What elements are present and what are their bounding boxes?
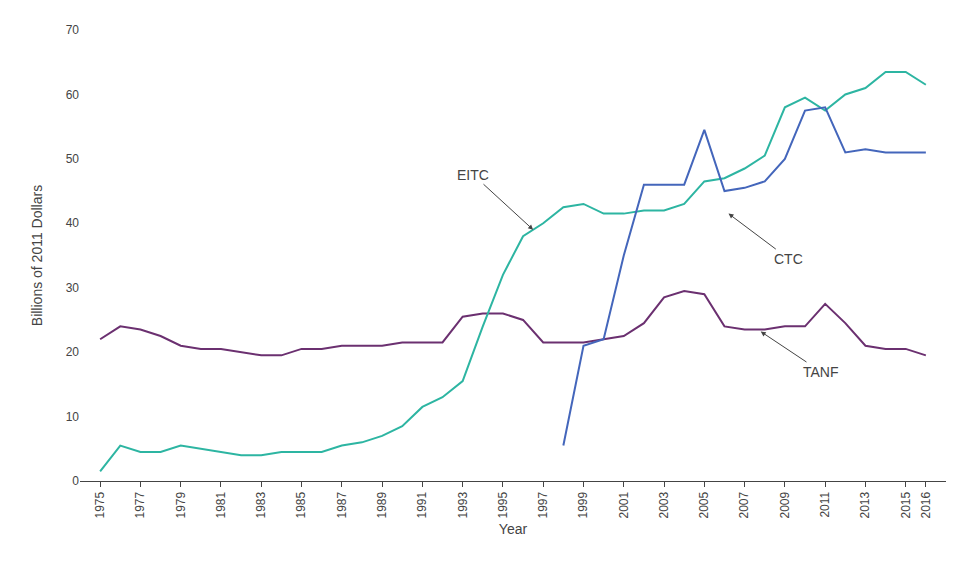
- svg-text:TANF: TANF: [803, 364, 839, 380]
- svg-text:0: 0: [72, 474, 79, 488]
- svg-text:2016: 2016: [919, 491, 933, 518]
- svg-text:1987: 1987: [335, 491, 349, 518]
- svg-text:10: 10: [66, 410, 80, 424]
- svg-text:20: 20: [66, 345, 80, 359]
- svg-text:2007: 2007: [738, 491, 752, 518]
- svg-text:2015: 2015: [899, 491, 913, 518]
- svg-text:60: 60: [66, 88, 80, 102]
- svg-text:1999: 1999: [576, 491, 590, 518]
- svg-text:50: 50: [66, 152, 80, 166]
- svg-text:2003: 2003: [657, 491, 671, 518]
- svg-text:2013: 2013: [858, 491, 872, 518]
- svg-text:1981: 1981: [214, 491, 228, 518]
- svg-text:EITC: EITC: [457, 167, 489, 183]
- svg-text:Billions of 2011 Dollars: Billions of 2011 Dollars: [29, 185, 45, 326]
- svg-text:1993: 1993: [456, 491, 470, 518]
- svg-text:1991: 1991: [415, 491, 429, 518]
- svg-text:1979: 1979: [174, 491, 188, 518]
- svg-text:2011: 2011: [818, 491, 832, 517]
- svg-text:70: 70: [66, 23, 80, 37]
- svg-text:2009: 2009: [778, 491, 792, 518]
- svg-text:1995: 1995: [496, 491, 510, 518]
- svg-text:2001: 2001: [617, 491, 631, 518]
- svg-text:1985: 1985: [294, 491, 308, 518]
- svg-text:1983: 1983: [254, 491, 268, 518]
- svg-text:1997: 1997: [536, 491, 550, 518]
- svg-text:1975: 1975: [93, 491, 107, 518]
- svg-text:CTC: CTC: [774, 251, 803, 267]
- svg-text:2005: 2005: [697, 491, 711, 518]
- svg-text:1989: 1989: [375, 491, 389, 518]
- svg-text:30: 30: [66, 281, 80, 295]
- svg-text:40: 40: [66, 216, 80, 230]
- svg-text:1977: 1977: [133, 491, 147, 518]
- svg-text:Year: Year: [499, 521, 528, 537]
